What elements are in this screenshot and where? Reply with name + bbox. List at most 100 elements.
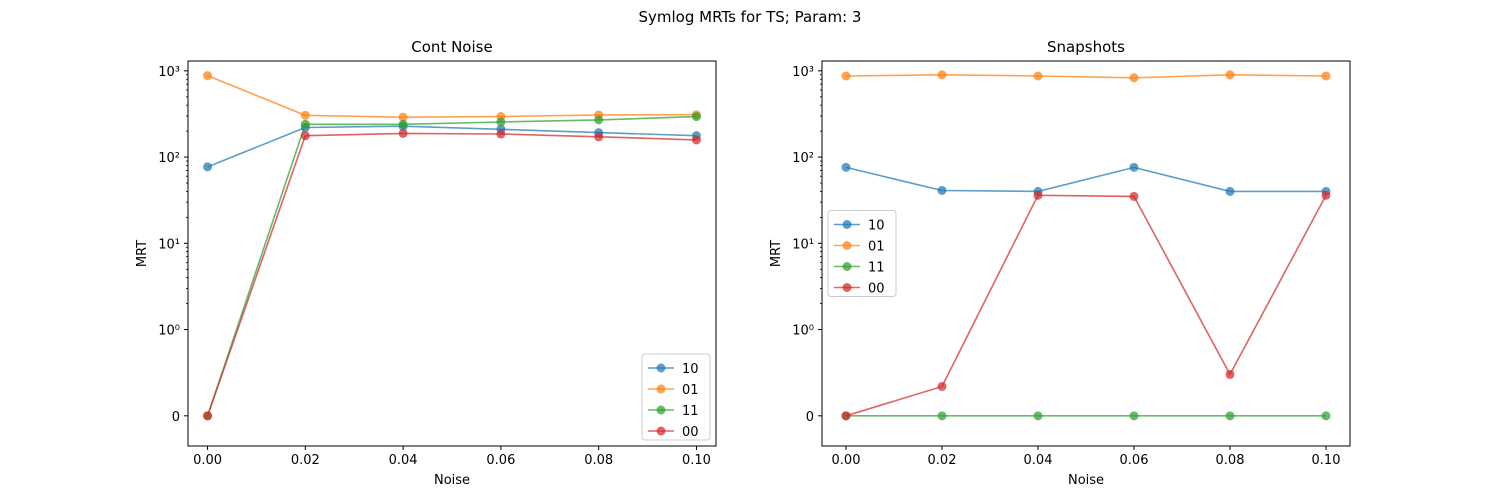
y-tick-label: 10² [158, 151, 180, 166]
axes-frame [187, 60, 717, 447]
series-11 [203, 112, 701, 421]
data-point [398, 128, 408, 138]
data-point [1129, 191, 1139, 201]
y-tick-label: 10² [792, 151, 814, 166]
y-axis-label: MRT [769, 240, 784, 267]
x-tick-label: 0.08 [584, 453, 613, 468]
data-point [691, 112, 701, 122]
data-point [1321, 411, 1331, 421]
legend-marker [842, 241, 852, 250]
legend-label: 00 [682, 425, 699, 440]
data-point [203, 411, 213, 421]
data-point [594, 132, 604, 142]
figure-title: Symlog MRTs for TS; Param: 3 [639, 8, 862, 26]
x-tick-label: 0.04 [389, 453, 418, 468]
data-point [398, 112, 408, 122]
legend-label: 11 [868, 261, 885, 276]
subplot-2: Snapshots 0.00 0.02 0.04 0.06 0.08 0.10 0 10⁰ 10¹… [769, 38, 1351, 488]
series-line [845, 73, 1327, 79]
y-tick-label: 0 [172, 410, 180, 425]
data-point [203, 71, 213, 81]
data-point [300, 119, 310, 129]
y-tick-label: 10¹ [158, 237, 180, 252]
data-point [937, 185, 947, 195]
y-axis-label: MRT [135, 240, 150, 267]
subplot-title: Snapshots [1047, 38, 1125, 56]
data-point [1033, 411, 1043, 421]
x-tick-label: 0.10 [682, 453, 711, 468]
data-point [841, 71, 851, 81]
y-tick-label: 10⁰ [158, 324, 180, 339]
data-point [841, 162, 851, 172]
legend-marker [656, 363, 666, 373]
data-point [1225, 186, 1235, 196]
data-point [1321, 71, 1331, 81]
y-tick-label: 10¹ [792, 237, 814, 252]
legend-label: 10 [682, 362, 699, 377]
axes-frame [821, 60, 1351, 447]
data-point [937, 70, 947, 80]
legend-marker [842, 283, 852, 292]
x-axis-label: Noise [1068, 473, 1104, 488]
data-point [1129, 162, 1139, 172]
legend-marker [656, 405, 666, 415]
data-point [1033, 190, 1043, 200]
x-tick-label: 0.00 [193, 453, 222, 468]
data-point [1129, 73, 1139, 83]
series-line [207, 125, 697, 168]
x-tick-label: 0.02 [291, 453, 320, 468]
data-point [937, 411, 947, 421]
y-tick-label: 0 [806, 410, 814, 425]
legend-marker [656, 426, 666, 436]
data-point [1225, 70, 1235, 80]
subplot-title: Cont Noise [411, 38, 492, 56]
series-line [206, 115, 697, 417]
legend-label: 01 [868, 240, 885, 255]
legend-frame [827, 210, 897, 297]
data-point [1129, 411, 1139, 421]
legend-label: 11 [682, 404, 699, 419]
data-point [1033, 71, 1043, 81]
x-tick-label: 0.06 [1120, 453, 1149, 468]
x-axis-label: Noise [434, 473, 470, 488]
x-tick-label: 0.10 [1312, 453, 1341, 468]
series-line [207, 74, 697, 119]
data-point [300, 131, 310, 141]
legend-frame [641, 353, 711, 441]
x-tick-label: 0.04 [1024, 453, 1053, 468]
legend-marker [656, 384, 666, 394]
y-tick-label: 10³ [158, 65, 180, 80]
data-point [496, 117, 506, 127]
series-00 [203, 128, 701, 421]
legend-label: 00 [868, 282, 885, 297]
data-point [841, 411, 851, 421]
x-tick-label: 0.08 [1216, 453, 1245, 468]
data-point [300, 110, 310, 120]
legend: 10 01 11 00 [641, 353, 711, 441]
series-00 [841, 190, 1331, 421]
y-tick-label: 10⁰ [792, 324, 814, 339]
series-line [845, 194, 1327, 417]
data-point [594, 115, 604, 125]
data-point [203, 162, 213, 172]
series-10 [203, 121, 701, 172]
x-tick-label: 0.02 [928, 453, 957, 468]
legend-label: 10 [868, 219, 885, 234]
series-line [206, 132, 697, 417]
legend-marker [842, 262, 852, 271]
data-point [398, 119, 408, 129]
legend-label: 01 [682, 383, 699, 398]
series-line [845, 166, 1326, 193]
legend-marker [842, 220, 852, 229]
data-point [1225, 411, 1235, 421]
data-point [496, 129, 506, 139]
data-point [1225, 369, 1235, 379]
x-tick-label: 0.00 [832, 453, 861, 468]
data-point [1321, 190, 1331, 200]
x-tick-label: 0.06 [486, 453, 515, 468]
data-point [937, 381, 947, 391]
series-01 [203, 71, 701, 122]
data-point [691, 135, 701, 145]
